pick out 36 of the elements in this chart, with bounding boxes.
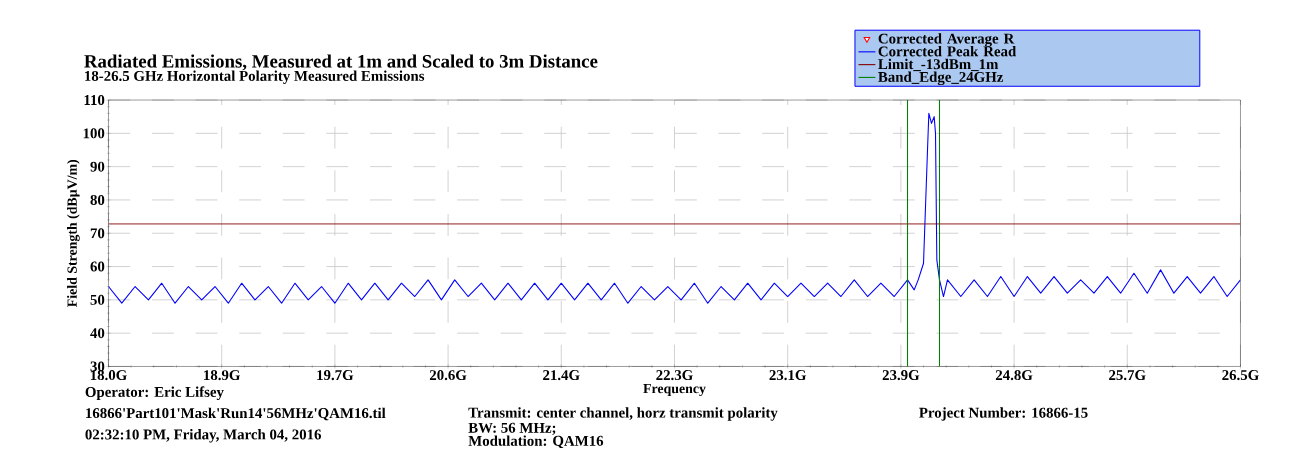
y-tick-label: 60 — [90, 261, 105, 272]
x-tick-label: 26.5G — [1222, 370, 1259, 381]
y-axis-title: Field Strength (dBµV/m) — [67, 160, 80, 308]
legend-label: Limit_-13dBm_1m — [878, 58, 999, 72]
x-tick-label: 23.9G — [882, 370, 920, 381]
legend-label: Corrected Peak Read — [878, 46, 1017, 57]
chart-title: Radiated Emissions, Measured at 1m and Scaled to 3m Distance — [84, 54, 598, 71]
x-axis-title: Frequency — [643, 384, 706, 397]
x-tick-label: 23.1G — [769, 370, 807, 381]
y-tick-label: 110 — [84, 95, 105, 106]
y-tick-label: 70 — [90, 228, 105, 239]
text: 02:32:10 PM, Friday, March 04, 2016 — [85, 429, 322, 443]
x-tick-label: 22.3G — [656, 370, 693, 381]
x-tick-label: 24.8G — [995, 370, 1033, 381]
y-tick-label: 80 — [90, 195, 105, 206]
y-tick-label: 100 — [83, 128, 105, 139]
y-tick-label: 30 — [90, 361, 105, 372]
text: Operator: Eric Lifsey — [85, 386, 224, 401]
y-tick-label: 50 — [90, 295, 105, 306]
x-tick-label: 21.4G — [543, 370, 580, 381]
x-tick-label: 19.7G — [317, 370, 354, 381]
y-tick-label: 90 — [90, 161, 105, 172]
text: Project Number: 16866-15 — [919, 407, 1088, 421]
y-tick-label: 40 — [90, 328, 105, 339]
legend-label: Band_Edge_24GHz — [878, 71, 1004, 86]
text: Modulation: QAM16 — [468, 435, 604, 449]
text: 16866'Part101'Mask'Run14'56MHz'QAM16.til — [86, 407, 386, 421]
legend-label: Corrected Average R — [878, 33, 1015, 47]
x-tick-label: 25.7G — [1109, 370, 1146, 381]
x-tick-label: 18.0G — [90, 370, 127, 381]
x-tick-label: 18.9G — [204, 370, 241, 381]
text: BW: 56 MHz; — [468, 422, 556, 436]
x-tick-label: 20.6G — [429, 370, 467, 381]
text: Transmit: center channel, horz transmit polarity — [468, 407, 778, 421]
line-series — [108, 112, 1241, 304]
chart-subtitle: 18-26.5 GHz Horizontal Polarity Measured Emissions — [85, 70, 425, 85]
